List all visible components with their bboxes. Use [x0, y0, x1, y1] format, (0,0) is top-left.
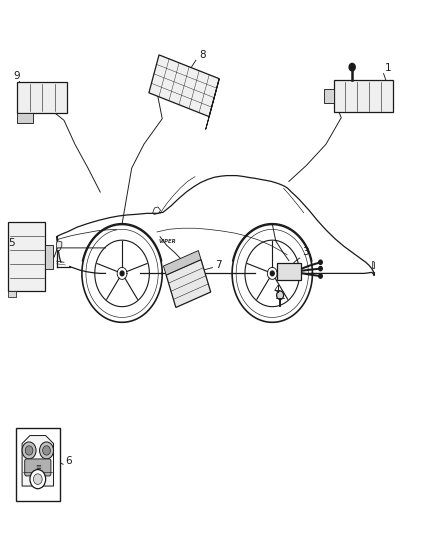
Text: 8: 8	[199, 50, 206, 60]
Circle shape	[349, 63, 355, 71]
Polygon shape	[57, 241, 62, 251]
Text: VIPER: VIPER	[159, 239, 177, 244]
Bar	[277, 263, 301, 280]
Polygon shape	[149, 55, 219, 117]
Circle shape	[33, 474, 42, 484]
Bar	[8, 222, 46, 292]
Circle shape	[319, 260, 322, 264]
Text: 7: 7	[215, 260, 221, 270]
Bar	[334, 80, 392, 112]
Polygon shape	[163, 251, 201, 275]
Bar	[17, 82, 67, 113]
Circle shape	[39, 442, 53, 459]
Text: 4: 4	[273, 285, 280, 295]
Circle shape	[120, 271, 124, 276]
Circle shape	[25, 446, 33, 455]
Circle shape	[319, 266, 322, 271]
Circle shape	[319, 274, 322, 278]
Text: 3: 3	[302, 247, 309, 257]
Polygon shape	[373, 261, 374, 269]
Text: 6: 6	[65, 456, 72, 466]
Polygon shape	[206, 79, 219, 130]
Circle shape	[270, 271, 274, 276]
Bar	[17, 113, 33, 124]
Text: 5: 5	[9, 238, 15, 248]
Circle shape	[42, 446, 50, 455]
Bar	[324, 90, 334, 103]
Circle shape	[30, 470, 46, 489]
Polygon shape	[166, 260, 211, 308]
Bar	[8, 292, 16, 297]
Bar	[16, 427, 60, 501]
Circle shape	[277, 291, 284, 300]
Text: ≡: ≡	[35, 464, 41, 471]
FancyBboxPatch shape	[25, 459, 51, 476]
Polygon shape	[22, 435, 53, 486]
Text: 9: 9	[14, 71, 21, 81]
Text: 1: 1	[385, 63, 392, 73]
Circle shape	[22, 442, 36, 459]
Bar	[46, 245, 53, 269]
